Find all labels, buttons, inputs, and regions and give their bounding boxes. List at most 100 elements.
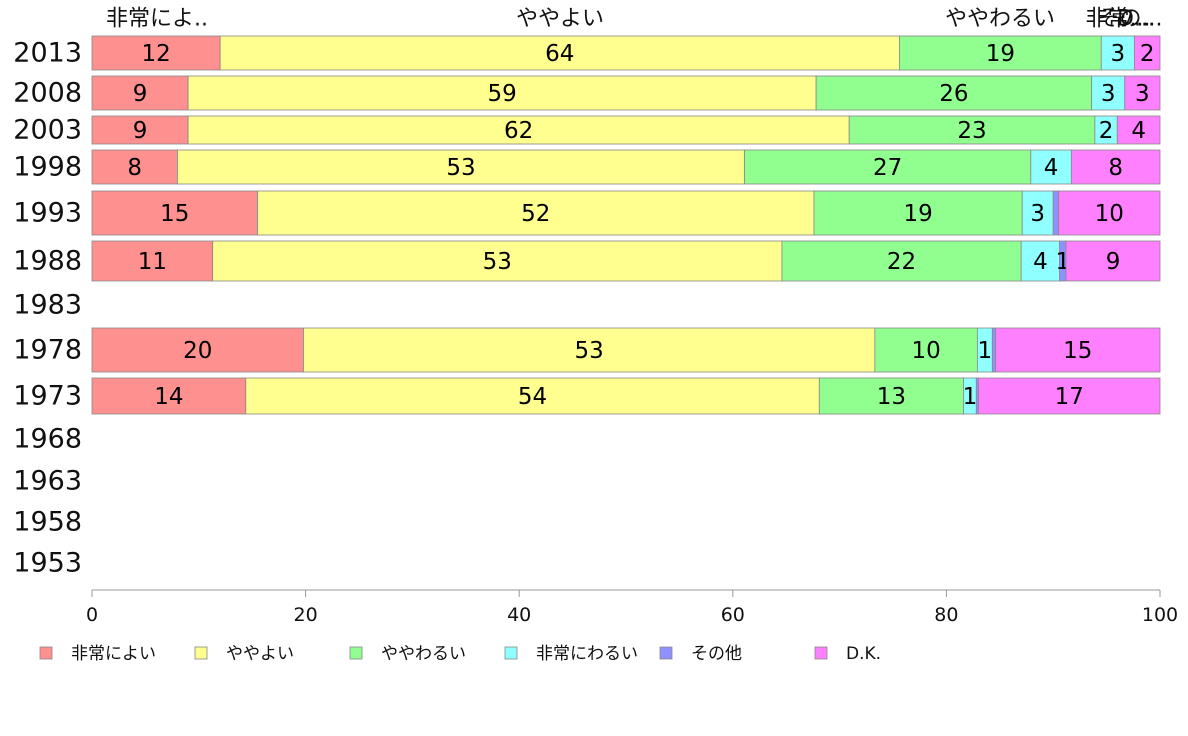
x-axis: 0 20 40 60 80 100 [86,589,1178,626]
data-label-1973-5: 17 [1055,384,1084,410]
x-tick-label-40: 40 [507,604,531,626]
bar-segment-1993-4 [1052,190,1059,236]
data-label-1993-0: 15 [160,201,189,227]
data-label-2008-3: 3 [1101,81,1116,107]
bar-segment-2008-5 [1124,75,1161,111]
header-label-5: D... [1117,7,1155,32]
year-label-2008: 2008 [13,78,82,109]
bar-segment-2013-3 [1100,35,1135,71]
bar-segment-1993-3 [1021,190,1054,236]
bar-segment-2003-0 [91,115,189,145]
header-label-1: ややよい [516,7,604,32]
year-label-1958: 1958 [13,507,82,538]
data-label-1998-3: 4 [1044,155,1059,181]
bar-segment-1998-2 [744,149,1032,185]
bar-segment-1998-0 [91,149,178,185]
data-label-2013-2: 19 [986,41,1015,67]
data-label-2003-1: 62 [504,118,533,144]
year-label-1993: 1993 [13,198,82,229]
header-label-0: 非常によ.. [106,7,208,32]
data-label-2003-5: 4 [1131,118,1146,144]
legend-swatch-0 [39,646,53,660]
segment-header-labels: 非常によ.. ややよい ややわるい 非常...その...D... [106,7,1162,32]
year-label-1963: 1963 [13,466,82,497]
header-label-4: その... [1098,7,1163,32]
bar-segment-2003-5 [1116,115,1161,145]
bar-segment-1988-1 [212,240,783,282]
data-label-2008-0: 9 [133,81,148,107]
data-label-1973-2: 13 [877,384,906,410]
bar-area: 12 64 19 3 29 59 26 3 39 62 23 2 48 53 27 4 815 52 19 3 1011… [91,35,1161,415]
bar-segment-1978-0 [91,327,304,373]
data-label-1988-5: 9 [1106,249,1121,275]
bar-segment-1988-0 [91,240,214,282]
bar-segment-1978-4 [991,327,996,373]
bar-segment-2003-2 [848,115,1096,145]
bar-segment-1993-5 [1058,190,1161,236]
bar-segment-1973-0 [91,377,247,415]
data-label-1973-0: 14 [154,384,183,410]
year-label-1998: 1998 [13,152,82,183]
data-label-1973-1: 54 [518,384,547,410]
bar-segment-2008-0 [91,75,189,111]
bar-segment-2013-5 [1133,35,1161,71]
data-label-2013-1: 64 [545,41,574,67]
bar-segment-1978-2 [874,327,978,373]
bar-segment-1988-3 [1020,240,1061,282]
header-label-3: 非常... [1086,7,1151,32]
year-label-1968: 1968 [13,424,82,455]
data-label-2008-5: 3 [1135,81,1150,107]
data-label-1993-2: 19 [903,201,932,227]
year-label-1953: 1953 [13,548,82,579]
legend: 非常によい ややよい ややわるい 非常にわるい その他 D.K. [39,644,881,664]
year-label-1973: 1973 [13,381,82,412]
data-label-1998-0: 8 [127,155,142,181]
x-tick-label-100: 100 [1142,604,1178,626]
legend-swatch-3 [504,646,518,660]
bar-segment-2008-3 [1091,75,1126,111]
legend-swatch-5 [814,646,828,660]
bar-segment-1973-2 [818,377,964,415]
x-tick-label-0: 0 [86,604,98,626]
year-label-2003: 2003 [13,115,82,146]
data-label-1978-3: 1 [978,338,993,364]
year-label-1983: 1983 [13,290,82,321]
bar-segment-2008-2 [815,75,1093,111]
bar-segment-1973-1 [245,377,820,415]
data-label-1993-5: 10 [1095,201,1124,227]
data-label-1988-0: 11 [138,249,167,275]
data-label-2008-1: 59 [487,81,516,107]
year-label-1978: 1978 [13,335,82,366]
data-label-1998-2: 27 [873,155,902,181]
bar-segment-2013-0 [91,35,221,71]
data-label-1973-3: 1 [963,384,978,410]
bar-segment-2008-1 [187,75,817,111]
legend-label-2: ややわるい [381,644,466,664]
data-label-1978-2: 10 [911,338,940,364]
header-label-2: ややわるい [945,7,1055,32]
legend-swatch-4 [659,646,673,660]
data-label-1988-2: 22 [887,249,916,275]
legend-swatch-2 [349,646,363,660]
data-label-1993-3: 3 [1030,201,1045,227]
data-label-2013-5: 2 [1140,41,1155,67]
bar-segment-1998-1 [177,149,745,185]
legend-label-3: 非常にわるい [536,644,638,664]
data-label-1988-3: 4 [1033,249,1048,275]
bar-segment-1978-1 [303,327,876,373]
bar-segment-1973-5 [978,377,1161,415]
data-label-2003-0: 9 [133,118,148,144]
data-label-1998-5: 8 [1108,155,1123,181]
legend-label-1: ややよい [226,644,294,664]
data-label-2003-2: 23 [957,118,986,144]
bar-segment-1998-3 [1030,149,1072,185]
bar-segment-1993-2 [813,190,1023,236]
bar-segment-2003-1 [187,115,850,145]
data-label-1978-0: 20 [183,338,212,364]
data-label-1988-1: 53 [483,249,512,275]
legend-label-5: D.K. [846,644,881,664]
bar-segment-1988-2 [781,240,1022,282]
data-label-2013-3: 3 [1110,41,1125,67]
year-label-2013: 2013 [13,38,82,69]
